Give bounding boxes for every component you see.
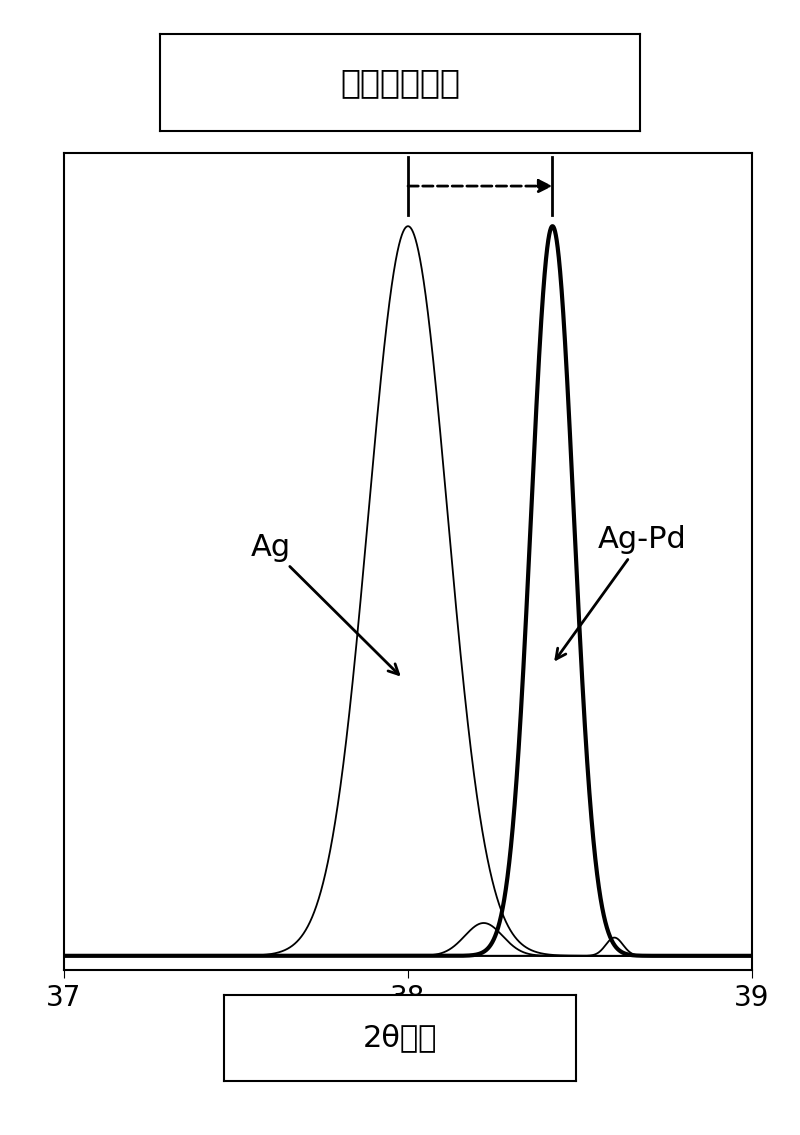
Text: 2θ、度: 2θ、度 [363, 1024, 437, 1052]
Text: Ag-Pd: Ag-Pd [556, 526, 686, 659]
Text: Ag: Ag [250, 532, 398, 674]
Text: 峰位置的变化: 峰位置的变化 [340, 66, 460, 99]
